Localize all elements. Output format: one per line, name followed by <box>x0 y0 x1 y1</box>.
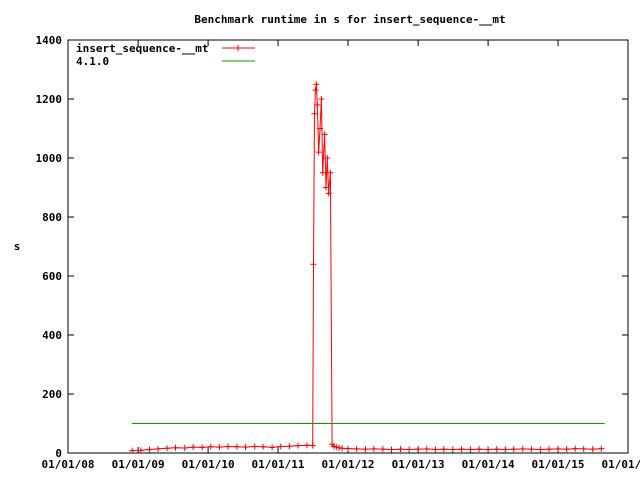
series-0-point-38 <box>333 444 340 451</box>
x-tick-label-8: 01/01/16 <box>602 458 640 471</box>
series-0-point-39 <box>335 444 342 451</box>
series-layer <box>129 81 605 454</box>
series-0-point-46 <box>388 446 395 453</box>
series-0-point-43 <box>362 446 369 453</box>
series-0-point-33 <box>324 155 331 161</box>
series-0-point-52 <box>440 446 447 453</box>
legend-label-series-1: 4.1.0 <box>76 55 109 68</box>
series-0-point-49 <box>415 446 422 453</box>
series-0-point-24 <box>312 87 319 94</box>
x-tick-label-4: 01/01/12 <box>322 458 375 471</box>
series-0-point-4 <box>164 445 171 452</box>
series-0-point-20 <box>303 442 310 449</box>
series-0-point-32 <box>322 184 329 191</box>
series-0-point-16 <box>269 444 276 451</box>
series-0-point-13 <box>242 444 249 451</box>
series-0-point-58 <box>493 446 500 453</box>
series-0-point-50 <box>423 445 430 452</box>
x-tick-label-2: 01/01/10 <box>182 458 235 471</box>
y-axis-label: s <box>14 240 21 253</box>
x-tick-label-3: 01/01/11 <box>252 458 305 471</box>
series-0-point-26 <box>314 101 321 108</box>
series-0-point-44 <box>370 445 377 452</box>
series-0-point-28 <box>317 125 324 132</box>
series-0-point-8 <box>199 444 206 451</box>
series-0-point-69 <box>589 446 596 453</box>
series-0-point-65 <box>555 445 562 452</box>
series-0-point-35 <box>327 169 334 176</box>
series-0-point-68 <box>580 445 587 452</box>
y-tick-label-7: 1400 <box>36 34 63 47</box>
chart-title: Benchmark runtime in s for insert_sequen… <box>194 13 505 26</box>
series-0-point-40 <box>339 445 346 452</box>
series-0-point-2 <box>146 446 153 453</box>
y-tick-label-5: 1000 <box>36 152 63 165</box>
series-0-point-53 <box>449 446 456 453</box>
series-0-point-17 <box>277 443 284 450</box>
series-0-point-22 <box>310 261 317 268</box>
y-tick-label-1: 200 <box>42 388 62 401</box>
series-0-point-3 <box>155 445 162 452</box>
series-line-0 <box>132 84 602 452</box>
series-0-point-59 <box>502 446 509 453</box>
series-0-point-45 <box>379 446 386 453</box>
legend-label-series-0: insert_sequence-__mt <box>76 42 208 55</box>
series-0-point-62 <box>528 446 535 453</box>
series-0-point-34 <box>325 190 332 197</box>
series-0-point-30 <box>319 169 326 176</box>
series-0-point-66 <box>563 446 570 453</box>
x-tick-label-6: 01/01/14 <box>462 458 515 471</box>
series-0-point-51 <box>432 446 439 453</box>
series-0-point-64 <box>546 446 553 453</box>
series-0-point-1 <box>137 447 144 454</box>
series-0-point-0 <box>129 447 136 454</box>
series-0-point-42 <box>353 445 360 452</box>
x-tick-label-0: 01/01/08 <box>42 458 95 471</box>
series-0-point-11 <box>225 443 232 450</box>
series-0-point-63 <box>537 446 544 453</box>
series-0-point-55 <box>467 446 474 453</box>
series-0-point-41 <box>345 445 351 452</box>
y-tick-label-0: 0 <box>55 447 62 460</box>
series-0-point-23 <box>311 110 318 117</box>
y-ticks: 0 200 400 600 800 1000 1200 1400 <box>36 34 628 460</box>
y-tick-label-6: 1200 <box>36 93 63 106</box>
x-tick-label-5: 01/01/13 <box>392 458 445 471</box>
series-0-point-6 <box>181 444 188 451</box>
x-tick-label-7: 01/01/15 <box>532 458 585 471</box>
series-0-point-5 <box>172 444 179 451</box>
series-0-point-27 <box>315 149 322 156</box>
legend: insert_sequence-__mt 4.1.0 <box>76 42 255 68</box>
y-tick-label-3: 600 <box>42 270 62 283</box>
series-0-point-19 <box>294 442 301 449</box>
x-tick-label-1: 01/01/09 <box>112 458 165 471</box>
series-0-point-57 <box>485 446 492 453</box>
series-0-point-70 <box>598 445 605 452</box>
series-0-point-61 <box>519 445 526 452</box>
series-0-point-15 <box>260 443 267 450</box>
series-0-point-14 <box>251 443 258 450</box>
series-0-point-56 <box>476 446 483 453</box>
series-0-point-54 <box>458 446 465 453</box>
series-0-point-60 <box>510 446 517 453</box>
series-0-point-18 <box>286 443 293 450</box>
y-tick-label-4: 800 <box>42 211 62 224</box>
plot-frame <box>67 39 629 454</box>
series-0-point-7 <box>190 444 197 451</box>
series-0-point-31 <box>321 131 328 138</box>
series-0-point-47 <box>397 446 404 453</box>
series-0-point-9 <box>207 443 214 450</box>
series-0-point-12 <box>234 443 241 450</box>
series-0-point-21 <box>309 442 316 449</box>
y-tick-label-2: 400 <box>42 329 62 342</box>
series-0-point-67 <box>572 445 579 452</box>
series-0-point-25 <box>313 81 320 88</box>
series-0-point-29 <box>318 96 325 102</box>
x-ticks: 01/01/08 01/01/09 01/01/10 01/01/11 01/01/12… <box>42 40 640 471</box>
legend-marker-0 <box>235 45 241 51</box>
series-0-point-48 <box>406 446 413 453</box>
series-0-point-10 <box>216 444 223 451</box>
